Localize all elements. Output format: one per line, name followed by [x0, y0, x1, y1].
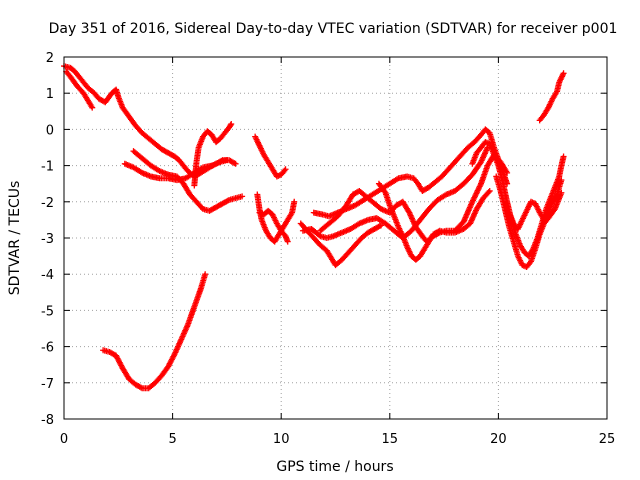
x-tick-label: 10: [273, 432, 290, 447]
series-trace-o: [493, 173, 565, 270]
y-tick-label: -1: [41, 160, 54, 175]
data-point: [558, 177, 565, 184]
data-point: [89, 104, 96, 111]
data-point: [223, 157, 230, 164]
y-tick-label: -3: [41, 232, 54, 247]
data-point: [227, 122, 234, 129]
y-tick-label: -4: [41, 268, 54, 283]
series-trace-d: [130, 148, 246, 214]
data-point: [137, 384, 144, 391]
y-tick-label: -2: [41, 196, 54, 211]
series-trace-e: [191, 120, 235, 189]
series-trace-h: [256, 207, 291, 245]
x-tick-labels: 0 5 10 15 20 25: [60, 432, 615, 447]
series-trace-i: [297, 220, 385, 269]
x-tick-label: 25: [599, 432, 616, 447]
data-point: [282, 166, 289, 173]
data-point: [560, 70, 567, 77]
y-tick-label: -5: [41, 304, 54, 319]
y-tick-label: -6: [41, 341, 54, 356]
x-tick-label: 5: [168, 432, 176, 447]
grid-lines: [64, 57, 607, 419]
plot-area-border: [63, 56, 608, 420]
data-point: [231, 160, 238, 167]
x-tick-label: 15: [382, 432, 399, 447]
data-point: [228, 120, 235, 127]
series-trace-q: [536, 70, 567, 124]
series-trace-g: [254, 191, 298, 245]
x-tick-label: 20: [490, 432, 507, 447]
series-trace-f: [252, 133, 289, 180]
data-point: [486, 187, 493, 194]
y-tick-labels: -8 -7 -6 -5 -4 -3 -2 -1 0 1 2: [41, 51, 54, 428]
data-point: [239, 193, 246, 200]
data-point: [224, 197, 231, 204]
series-trace-b: [63, 68, 96, 111]
data-point: [376, 223, 383, 230]
data-points: [61, 63, 567, 392]
data-point: [485, 189, 492, 196]
series-trace-m: [375, 180, 493, 263]
x-axis-label: GPS time / hours: [276, 459, 393, 475]
y-tick-label: -7: [41, 377, 54, 392]
data-point: [291, 198, 298, 205]
data-point: [560, 153, 567, 160]
data-point: [284, 238, 291, 245]
y-tick-label: 1: [46, 87, 54, 102]
y-tick-label: -8: [41, 413, 54, 428]
axis-ticks: [63, 56, 608, 420]
series-trace-p: [506, 177, 565, 232]
y-tick-label: 0: [46, 123, 54, 138]
series-trace-j: [299, 144, 491, 241]
series-trace-r: [100, 271, 209, 392]
y-axis-label: SDTVAR / TECUs: [7, 181, 23, 296]
series-trace-c: [121, 157, 230, 184]
data-point: [202, 271, 209, 278]
x-tick-label: 0: [60, 432, 68, 447]
y-tick-label: 2: [46, 51, 54, 66]
data-point: [232, 160, 239, 167]
chart-title: Day 351 of 2016, Sidereal Day-to-day VTE…: [49, 21, 618, 37]
data-point: [504, 169, 511, 176]
